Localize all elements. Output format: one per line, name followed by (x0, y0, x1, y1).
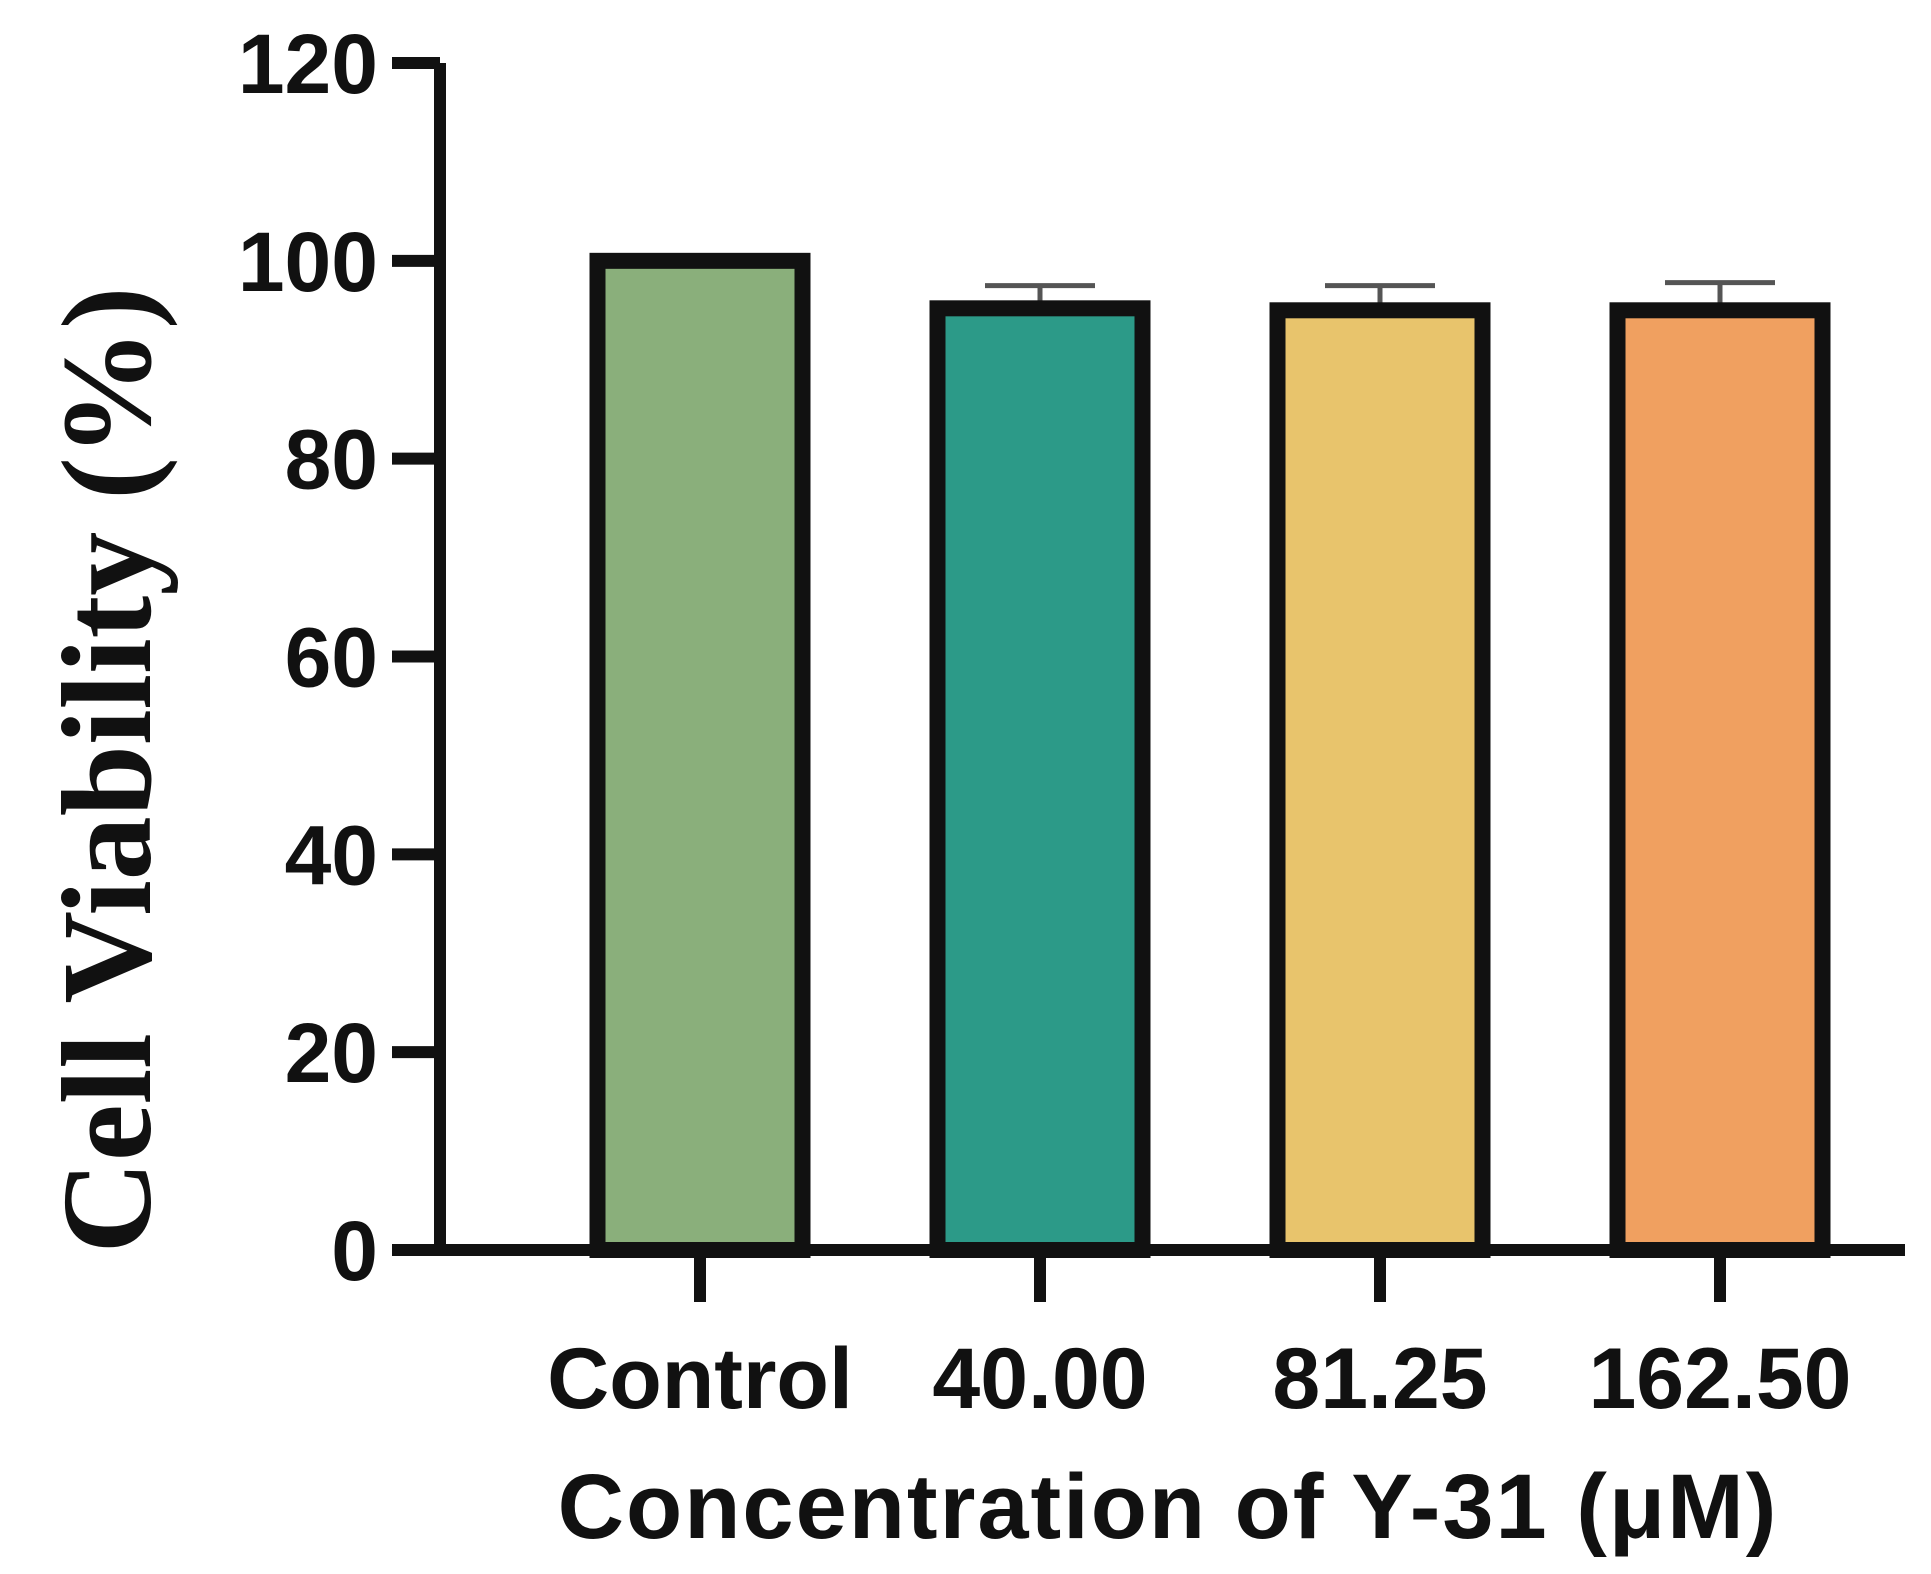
y-axis: 0 20 40 60 80 100 120 (238, 17, 446, 1298)
x-axis-title: Concentration of Y-31 (μM) (558, 1456, 1779, 1558)
y-tick-label: 20 (285, 1006, 378, 1100)
x-tick-label: Control (547, 1331, 853, 1427)
x-axis: Control 40.00 81.25 162.50 (392, 1244, 1905, 1427)
bars (589, 252, 1831, 1259)
bar (1609, 302, 1831, 1258)
y-tick-label: 60 (285, 611, 378, 705)
x-tick-label: 40.00 (932, 1331, 1147, 1427)
x-tick-label: 81.25 (1272, 1331, 1487, 1427)
bar (929, 300, 1151, 1258)
y-tick-label: 40 (285, 808, 378, 902)
y-tick-label: 80 (285, 413, 378, 507)
bar (589, 252, 811, 1259)
y-tick-label: 120 (238, 17, 378, 111)
y-axis-title: Cell Viability (%) (36, 286, 178, 1253)
bar (1269, 302, 1491, 1258)
x-tick-label: 162.50 (1588, 1331, 1851, 1427)
y-tick-label: 0 (331, 1204, 378, 1298)
y-tick-label: 100 (238, 215, 378, 309)
